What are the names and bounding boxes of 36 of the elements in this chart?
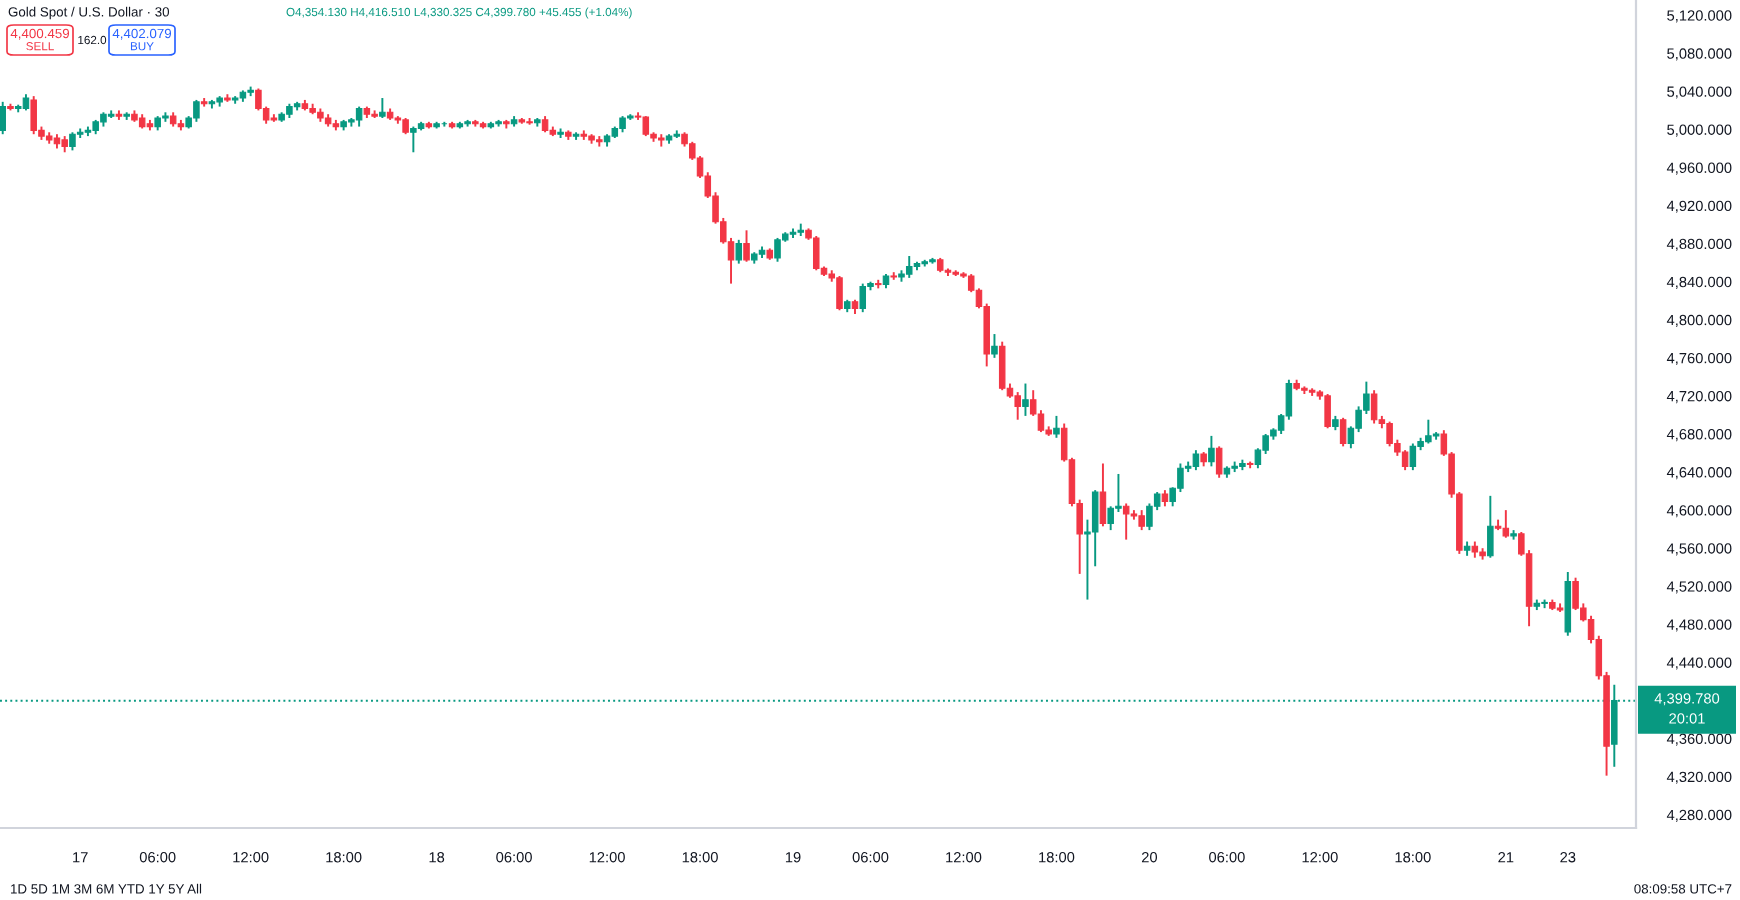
candlestick bbox=[1502, 509, 1510, 539]
candlestick bbox=[193, 98, 200, 123]
candlestick bbox=[1099, 462, 1107, 528]
candlestick bbox=[69, 131, 76, 152]
candlestick bbox=[1091, 489, 1099, 568]
candlestick bbox=[998, 340, 1006, 392]
candlestick bbox=[812, 235, 820, 272]
candlestick bbox=[836, 275, 843, 312]
candlestick bbox=[379, 97, 386, 119]
candlestick bbox=[1425, 418, 1432, 445]
candlestick bbox=[1324, 393, 1331, 430]
candlestick bbox=[1370, 389, 1378, 425]
candlestick bbox=[1339, 416, 1347, 448]
candlestick bbox=[642, 115, 650, 138]
candlestick bbox=[1409, 442, 1417, 472]
candlestick bbox=[1386, 420, 1393, 448]
candlestick bbox=[1122, 502, 1130, 541]
candlestick bbox=[1215, 445, 1223, 479]
candlestick bbox=[355, 105, 363, 128]
candlestick bbox=[1022, 382, 1029, 417]
candlestick bbox=[1401, 449, 1409, 472]
candlestick bbox=[905, 255, 913, 279]
candlestick bbox=[1014, 391, 1021, 421]
candlestick bbox=[1487, 494, 1494, 559]
candlestick bbox=[1192, 449, 1200, 472]
candlestick bbox=[774, 236, 781, 263]
candlestick bbox=[1138, 509, 1145, 532]
candlestick bbox=[735, 238, 743, 265]
candlestick bbox=[743, 229, 750, 263]
candlestick bbox=[1208, 434, 1215, 468]
candlestick bbox=[0, 100, 6, 136]
candlestick bbox=[991, 333, 998, 359]
candlestick bbox=[410, 125, 417, 154]
candlestick bbox=[1053, 414, 1060, 439]
candlestick bbox=[859, 282, 867, 314]
candlestick bbox=[30, 95, 37, 136]
